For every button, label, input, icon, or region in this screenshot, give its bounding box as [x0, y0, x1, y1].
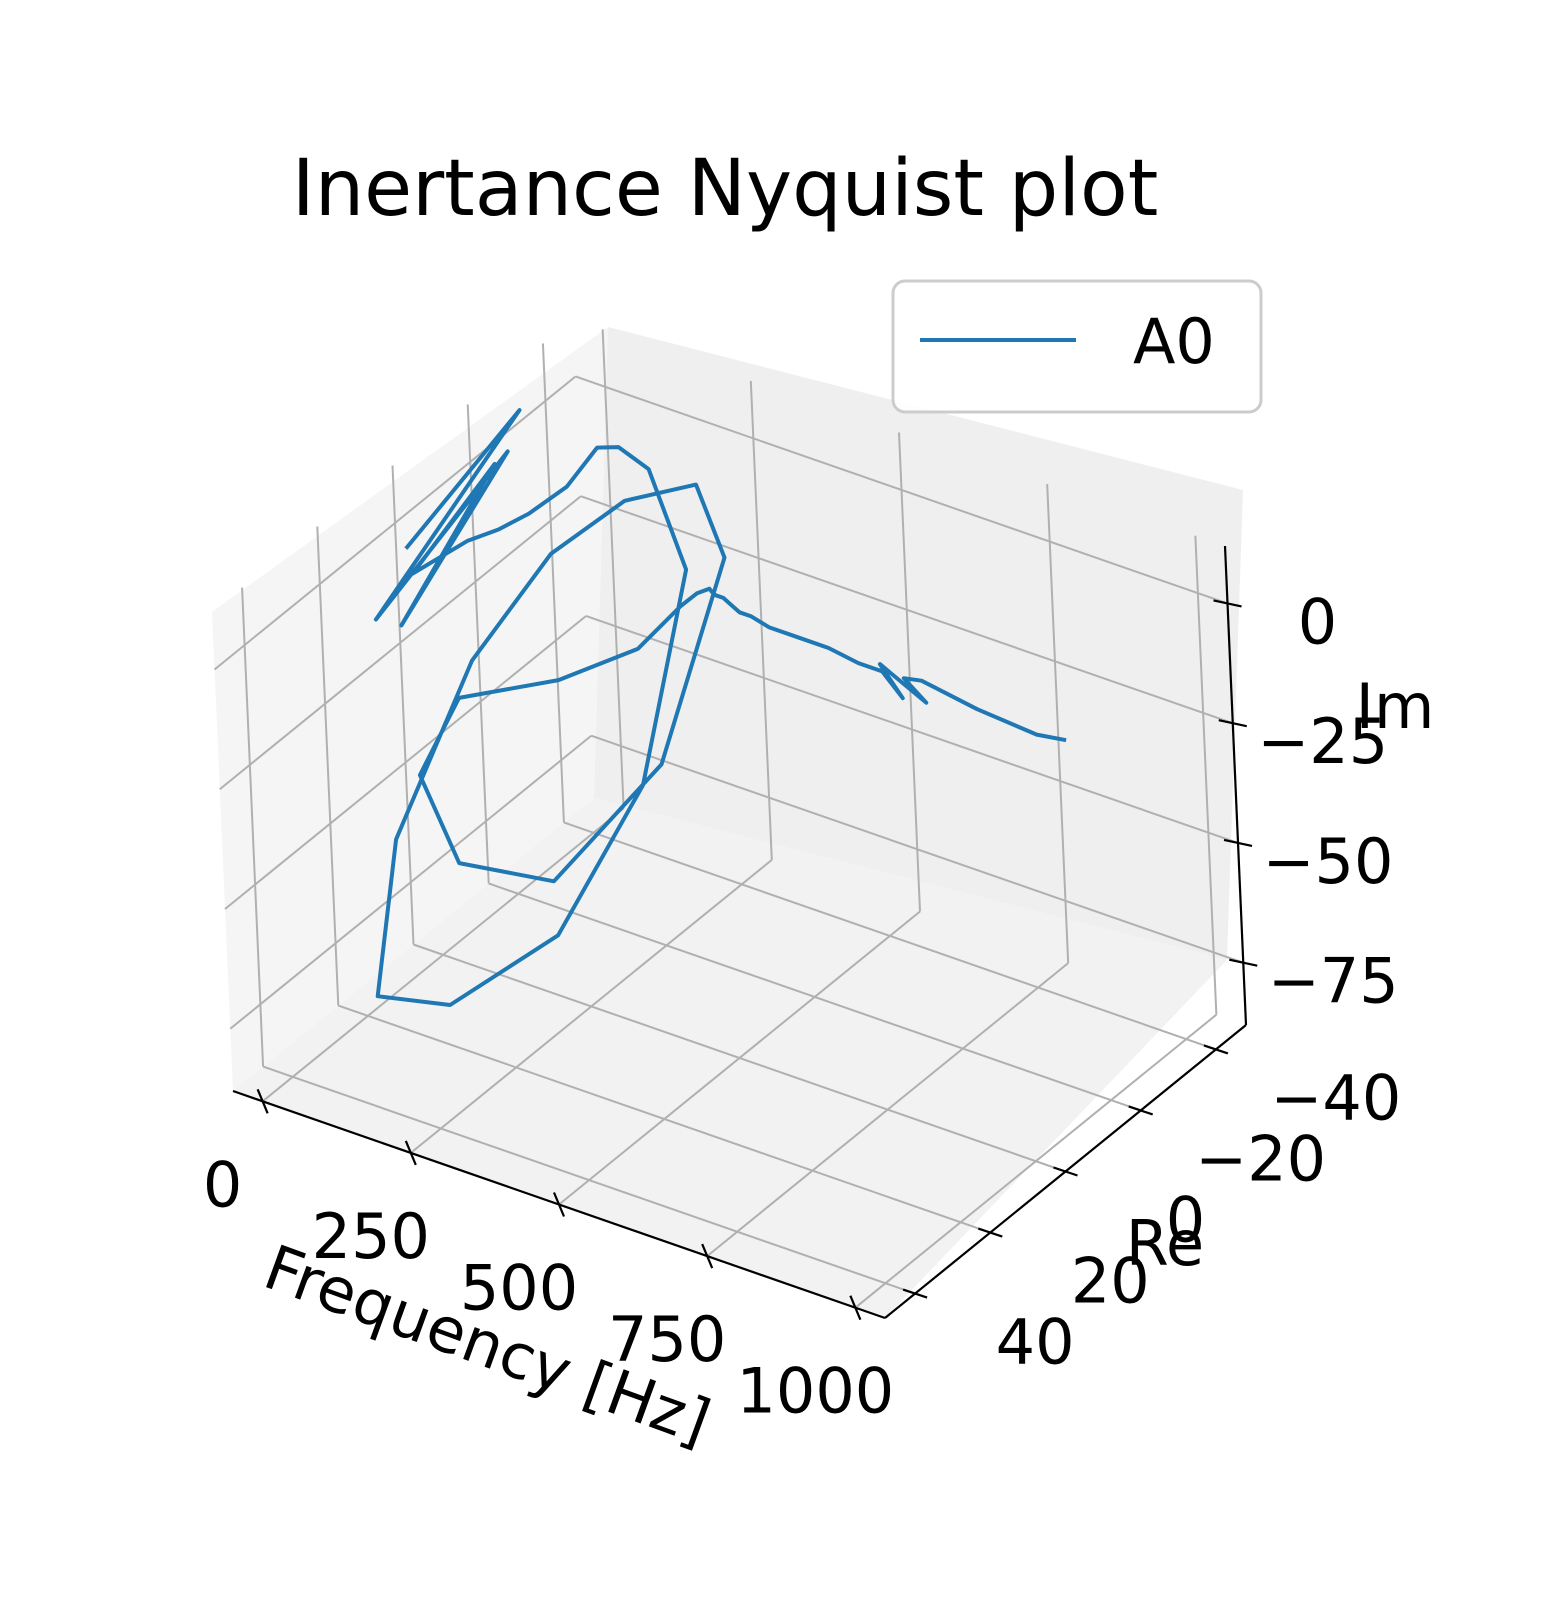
chart-title: Inertance Nyquist plot	[292, 144, 1159, 234]
legend-box	[891, 279, 1263, 414]
grid-line-x-back	[898, 432, 921, 912]
grid-line-y-left	[241, 587, 265, 1067]
grid-line-x-back	[1046, 484, 1070, 964]
grid-line-y-left	[316, 526, 340, 1006]
grid-line-y-floor	[337, 1004, 991, 1234]
grid-line-z-back	[590, 734, 1244, 964]
y-tick-label: −20	[1195, 1122, 1326, 1195]
z-tick-mark	[1213, 599, 1242, 608]
z-axis-label: Im	[1356, 670, 1435, 743]
z-tick-label: 0	[1298, 585, 1337, 658]
z-tick-label: −25	[1257, 705, 1388, 778]
grid-line-y-left	[391, 465, 415, 945]
grid-line-x-back	[1194, 535, 1218, 1015]
y-axis-label: Re	[1126, 1207, 1204, 1280]
y-tick-mark	[1128, 1105, 1154, 1116]
y-tick-mark	[977, 1227, 1003, 1238]
z-tick-label: −75	[1268, 945, 1399, 1018]
x-tick-label: 750	[608, 1303, 726, 1376]
grid-line-y-left	[541, 343, 565, 823]
x-tick-label: 1000	[736, 1355, 894, 1428]
x-tick-label: 0	[203, 1148, 242, 1221]
grid-line-x-back	[601, 329, 625, 809]
grid-line-y-left	[466, 404, 490, 884]
z-axis-line	[1223, 545, 1248, 1026]
grid-line-z-back	[575, 375, 1228, 605]
z-tick-mark	[1223, 838, 1253, 848]
series-line-A0	[373, 408, 1067, 1007]
x-tick-mark	[701, 1243, 714, 1269]
x-tick-label: 500	[460, 1252, 578, 1325]
grid-line-y-floor	[413, 943, 1066, 1173]
z-tick-mark	[1229, 958, 1258, 967]
grid-line-z-left	[224, 615, 587, 910]
legend: A0	[891, 279, 1263, 414]
y-tick-label: −40	[1270, 1061, 1401, 1134]
floor-pane	[233, 798, 1227, 1318]
x-tick-mark	[849, 1295, 862, 1321]
y-tick-label: 40	[996, 1306, 1075, 1379]
legend-label: A0	[1133, 305, 1215, 378]
grid-lines	[213, 329, 1244, 1309]
grid-line-z-left	[213, 375, 577, 671]
x-tick-label: 250	[312, 1200, 430, 1273]
grid-line-z-back	[580, 495, 1234, 725]
y-tick-mark	[902, 1288, 928, 1299]
grid-line-z-left	[219, 495, 582, 791]
z-tick-label: −50	[1263, 825, 1394, 898]
axes	[232, 545, 1258, 1321]
y-tick-label: 20	[1071, 1245, 1150, 1318]
y-tick-label: 0	[1166, 1184, 1205, 1257]
y-tick-mark	[1053, 1166, 1078, 1177]
z-tick-mark	[1218, 719, 1248, 728]
grid-line-y-floor	[262, 1065, 916, 1295]
grid-line-y-floor	[488, 882, 1142, 1112]
y-tick-mark	[1203, 1044, 1229, 1055]
series-layer	[373, 408, 1067, 1007]
grid-line-z-left	[229, 734, 592, 1030]
x-tick-mark	[256, 1088, 269, 1114]
grid-line-y-floor	[563, 821, 1217, 1051]
x-tick-mark	[404, 1140, 417, 1166]
back-pane-left	[212, 327, 608, 1091]
x-tick-mark	[552, 1192, 566, 1217]
